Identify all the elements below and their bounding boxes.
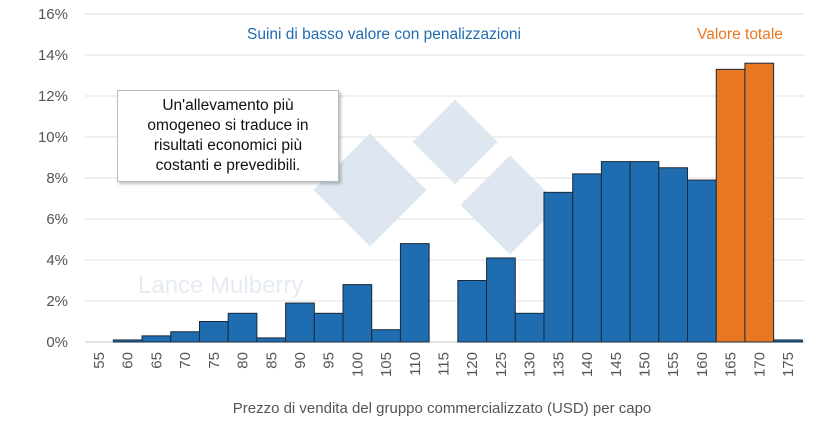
- y-tick-label: 4%: [46, 252, 68, 269]
- x-tick-label: 140: [579, 352, 596, 377]
- x-tick-label: 130: [522, 352, 539, 377]
- x-tick-label: 95: [321, 352, 338, 369]
- x-tick-label: 170: [751, 352, 768, 377]
- bar-130: [514, 312, 545, 343]
- bar-155: [658, 167, 689, 343]
- bar-120: [457, 280, 488, 343]
- annotation-total-value: Valore totale: [697, 26, 783, 43]
- annotation-note-box: Un'allevamento più omogeneo si traduce i…: [117, 90, 339, 182]
- bar-150: [629, 161, 660, 343]
- x-tick-label: 135: [550, 352, 567, 377]
- x-tick-label: 55: [91, 352, 108, 369]
- y-tick-label: 14%: [38, 47, 68, 64]
- logo-333-icon: [313, 99, 560, 255]
- x-tick-label: 150: [636, 352, 653, 377]
- bar-100: [342, 284, 373, 343]
- bar-145: [600, 161, 631, 343]
- bar-105: [371, 329, 401, 343]
- x-tick-label: 160: [694, 352, 711, 377]
- bar-80: [227, 312, 258, 343]
- bar-110: [399, 243, 430, 343]
- annotation-low-value: Suini di basso valore con penalizzazioni: [247, 26, 521, 43]
- watermark-text: Lance Mulberry: [138, 272, 303, 299]
- x-tick-label: 110: [407, 352, 424, 376]
- bar-95: [313, 312, 344, 343]
- watermark: Lance Mulberry: [138, 99, 560, 299]
- x-tick-label: 70: [177, 352, 194, 369]
- bar-85: [256, 337, 287, 343]
- x-tick-label: 85: [263, 352, 280, 369]
- x-tick-label: 60: [120, 352, 137, 369]
- bar-90: [285, 302, 315, 343]
- x-tick-label: 75: [206, 352, 223, 369]
- y-tick-label: 8%: [46, 170, 68, 187]
- bar-170: [744, 62, 775, 343]
- x-tick-label: 175: [780, 352, 797, 377]
- x-tick-label: 125: [493, 352, 510, 377]
- x-tick-label: 105: [378, 352, 395, 377]
- y-tick-label: 10%: [38, 129, 68, 146]
- bar-70: [170, 331, 200, 343]
- y-tick-label: 6%: [46, 211, 68, 228]
- x-tick-label: 120: [464, 352, 481, 377]
- x-axis-label: Prezzo di vendita del gruppo commerciali…: [233, 400, 652, 417]
- x-tick-label: 165: [723, 352, 740, 377]
- x-tick-label: 145: [608, 352, 625, 377]
- bar-165: [715, 68, 746, 343]
- y-tick-label: 12%: [38, 88, 68, 105]
- x-tick-label: 90: [292, 352, 309, 369]
- x-tick-label: 65: [148, 352, 165, 369]
- x-tick-label: 115: [436, 352, 453, 376]
- bar-160: [687, 179, 717, 343]
- bar-125: [486, 257, 516, 343]
- y-tick-label: 16%: [38, 6, 68, 23]
- bar-135: [543, 191, 574, 343]
- y-tick-label: 2%: [46, 293, 68, 310]
- x-tick-label: 100: [349, 352, 366, 377]
- bar-175: [773, 339, 803, 343]
- y-tick-label: 0%: [46, 334, 68, 351]
- x-tick-label: 80: [235, 352, 252, 369]
- bar-60: [112, 339, 143, 343]
- bar-65: [141, 335, 172, 343]
- x-tick-label: 155: [665, 352, 682, 377]
- bar-75: [198, 321, 229, 343]
- bar-140: [572, 173, 602, 343]
